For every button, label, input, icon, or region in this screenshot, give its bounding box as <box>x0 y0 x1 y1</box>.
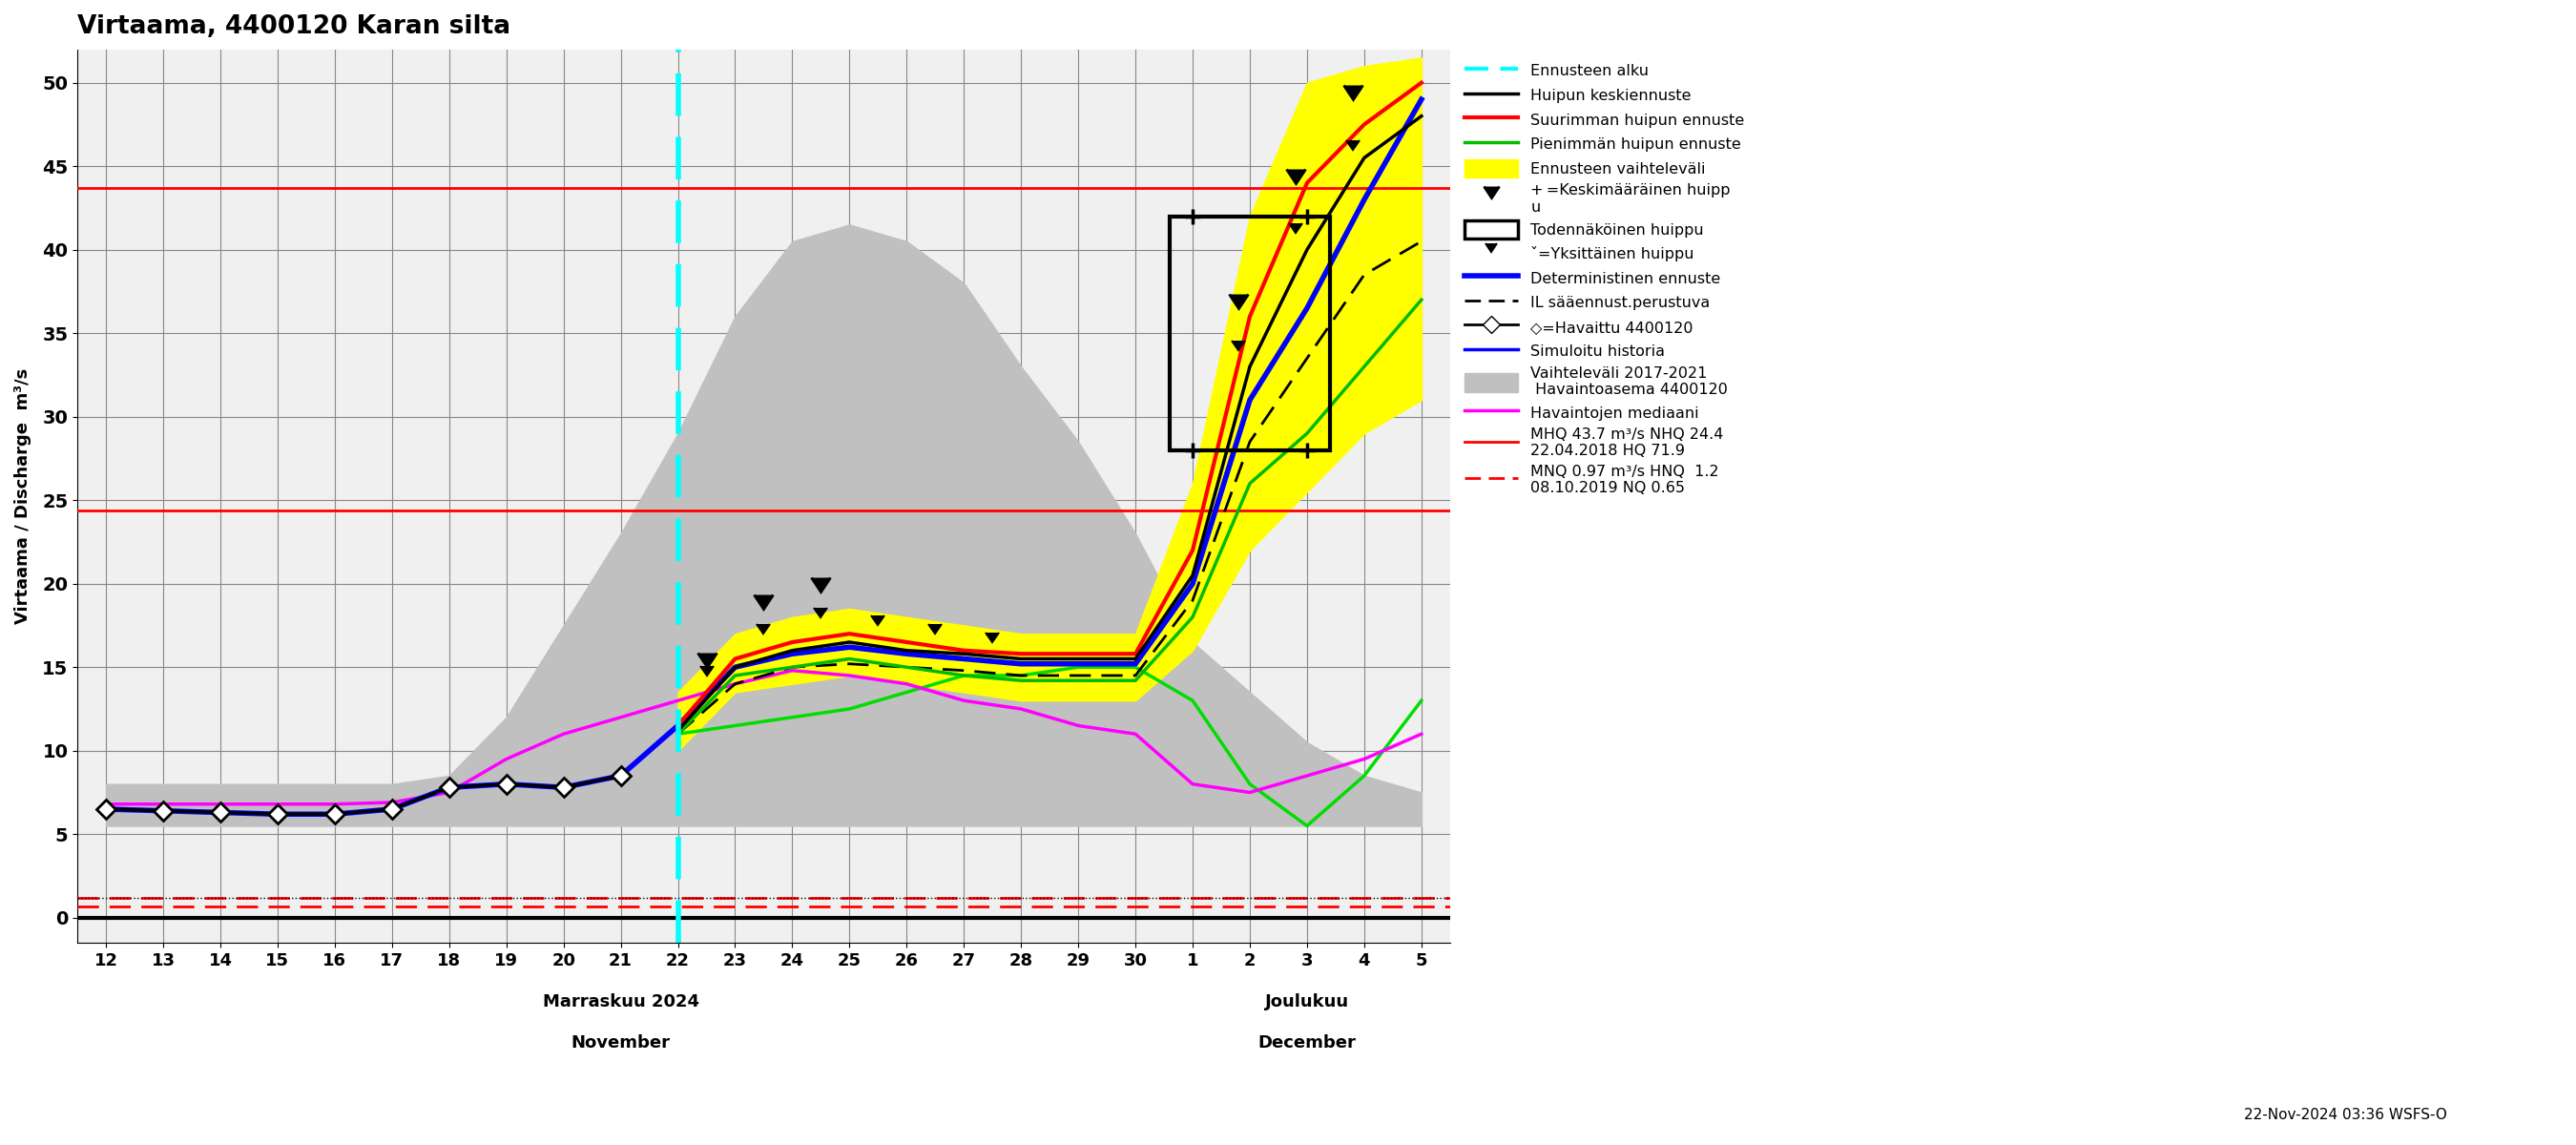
Text: Joulukuu: Joulukuu <box>1265 993 1350 1010</box>
Bar <box>1170 216 1329 450</box>
Text: Marraskuu 2024: Marraskuu 2024 <box>544 993 698 1010</box>
Text: Virtaama, 4400120 Karan silta: Virtaama, 4400120 Karan silta <box>77 14 510 39</box>
Text: 22-Nov-2024 03:36 WSFS-O: 22-Nov-2024 03:36 WSFS-O <box>2244 1108 2447 1122</box>
Text: December: December <box>1257 1035 1355 1052</box>
Text: November: November <box>572 1035 670 1052</box>
Y-axis label: Virtaama / Discharge  m³/s: Virtaama / Discharge m³/s <box>15 368 31 624</box>
Legend: Ennusteen alku, Huipun keskiennuste, Suurimman huipun ennuste, Pienimmän huipun : Ennusteen alku, Huipun keskiennuste, Suu… <box>1461 57 1749 499</box>
